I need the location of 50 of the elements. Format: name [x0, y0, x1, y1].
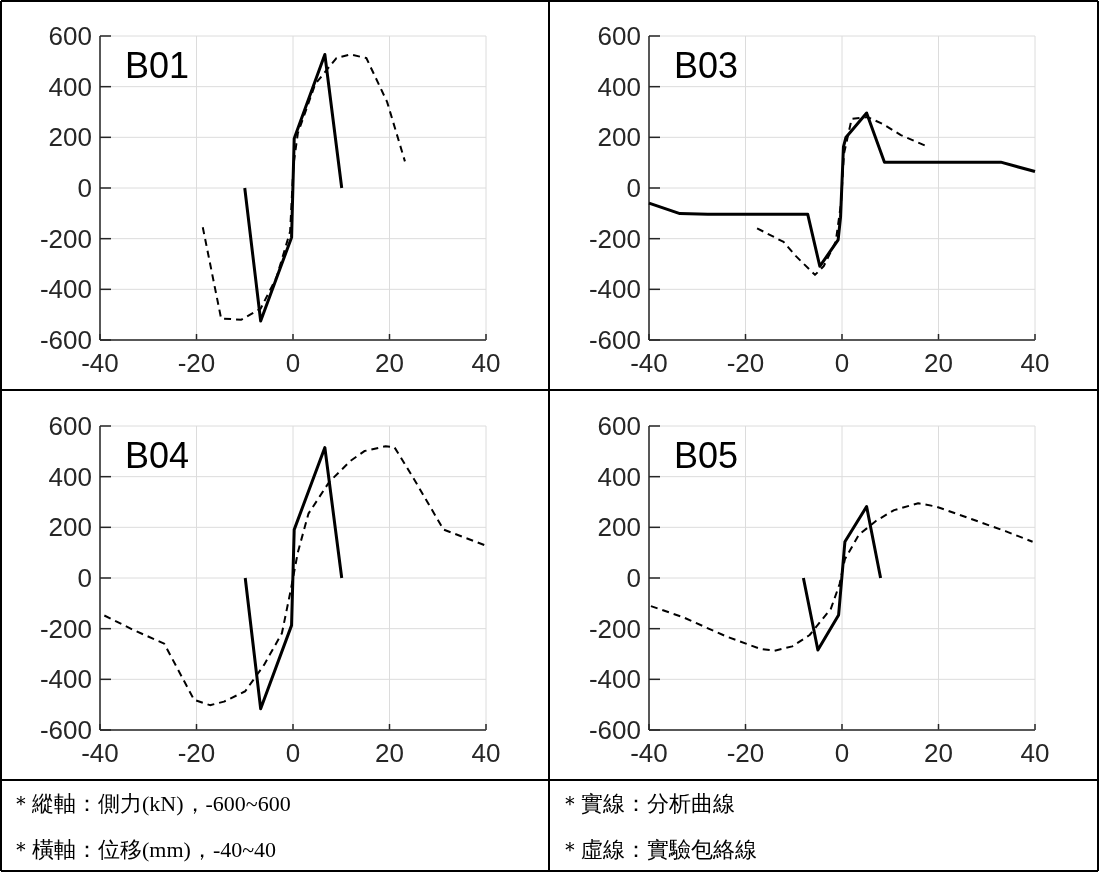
x-tick-label: 20 — [375, 348, 404, 378]
x-tick-label: -20 — [177, 738, 216, 768]
y-tick-label: 200 — [597, 122, 641, 153]
text: ＊實線：分析曲線 — [559, 791, 735, 816]
chart-title: B05 — [674, 435, 739, 476]
y-tick-label: 0 — [77, 173, 92, 203]
line-series — [649, 502, 1034, 652]
x-tick-label: 0 — [834, 738, 850, 768]
y-tick-label: 0 — [626, 173, 641, 203]
y-tick-label: 400 — [48, 71, 92, 102]
y-tick-label: -400 — [39, 274, 92, 305]
y-tick-label: -400 — [39, 664, 92, 695]
y-tick-label: 0 — [77, 563, 92, 593]
text: ＊虛線：實驗包絡線 — [559, 837, 757, 862]
y-tick-label: 200 — [48, 122, 92, 153]
x-tick-label: -20 — [177, 348, 216, 378]
y-tick-label: 0 — [626, 563, 641, 593]
x-tick-label: -20 — [726, 348, 765, 378]
y-tick-label: 400 — [597, 461, 641, 492]
y-tick-label: 600 — [48, 21, 92, 51]
chart-title: B01 — [125, 45, 190, 86]
y-tick-label: -200 — [588, 223, 641, 254]
y-tick-label: -400 — [588, 274, 641, 305]
x-tick-label: 0 — [285, 738, 301, 768]
y-tick-label: 200 — [597, 512, 641, 543]
x-tick-label: 20 — [375, 738, 404, 768]
y-tick-label: 400 — [597, 71, 641, 102]
y-tick-label: -200 — [588, 613, 641, 644]
chart-title: B04 — [125, 435, 190, 476]
y-tick-label: 600 — [48, 411, 92, 441]
x-tick-label: 0 — [834, 348, 850, 378]
x-tick-label: 20 — [924, 738, 953, 768]
x-tick-label: 40 — [1020, 348, 1050, 378]
y-tick-label: 400 — [48, 461, 92, 492]
x-tick-label: 40 — [471, 738, 501, 768]
text: ＊橫軸：位移(mm)，-40~40 — [10, 837, 277, 862]
x-tick-label: 40 — [471, 348, 501, 378]
x-tick-label: 0 — [285, 348, 301, 378]
y-tick-label: -400 — [588, 664, 641, 695]
line-series — [201, 53, 406, 321]
x-tick-label: 20 — [924, 348, 953, 378]
y-tick-label: -200 — [39, 223, 92, 254]
x-tick-label: 40 — [1020, 738, 1050, 768]
x-tick-label: -20 — [726, 738, 765, 768]
y-tick-label: 200 — [48, 512, 92, 543]
y-tick-label: -200 — [39, 613, 92, 644]
y-tick-label: 600 — [597, 21, 641, 51]
text: ＊縱軸：側力(kN)，-600~600 — [10, 791, 291, 816]
y-tick-label: 600 — [597, 411, 641, 441]
chart-title: B03 — [674, 45, 739, 86]
